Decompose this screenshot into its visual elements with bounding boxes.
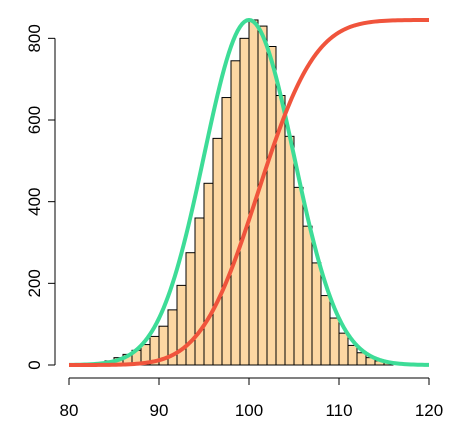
- histogram-bar: [329, 317, 340, 366]
- y-tick-label: 200: [25, 269, 44, 297]
- y-tick-label: 800: [25, 24, 44, 52]
- histogram-bar: [194, 217, 205, 366]
- y-tick-label: 400: [25, 187, 44, 215]
- histogram-bar: [221, 97, 232, 366]
- cumulative-curve: [68, 17, 430, 367]
- histogram-bar: [266, 46, 277, 366]
- histogram-bar: [239, 37, 250, 366]
- x-tick-label: 120: [415, 401, 443, 420]
- y-tick-label: 600: [25, 106, 44, 134]
- y-tick-label: 0: [25, 360, 44, 369]
- histogram-bar: [302, 225, 313, 366]
- y-axis: 0 200 400 600 800: [25, 24, 56, 370]
- histogram-bar: [311, 262, 322, 366]
- histogram-bar: [230, 60, 241, 366]
- histogram-bar: [338, 332, 349, 366]
- bars-group: [77, 19, 394, 366]
- x-tick-label: 100: [235, 401, 263, 420]
- histogram-bar: [293, 186, 304, 366]
- histogram-bar: [284, 135, 295, 366]
- histogram-bar: [257, 25, 268, 366]
- x-tick-label: 80: [60, 401, 79, 420]
- histogram-bar: [203, 182, 214, 366]
- x-tick-label: 110: [325, 401, 352, 420]
- density-curve: [68, 17, 430, 367]
- x-tick-label: 90: [150, 401, 169, 420]
- histogram-bar: [347, 344, 358, 366]
- histogram-bar: [212, 137, 223, 366]
- x-axis: 80 90 100 110 120: [60, 377, 443, 420]
- histogram-bar: [185, 252, 196, 366]
- histogram-bar: [320, 295, 331, 366]
